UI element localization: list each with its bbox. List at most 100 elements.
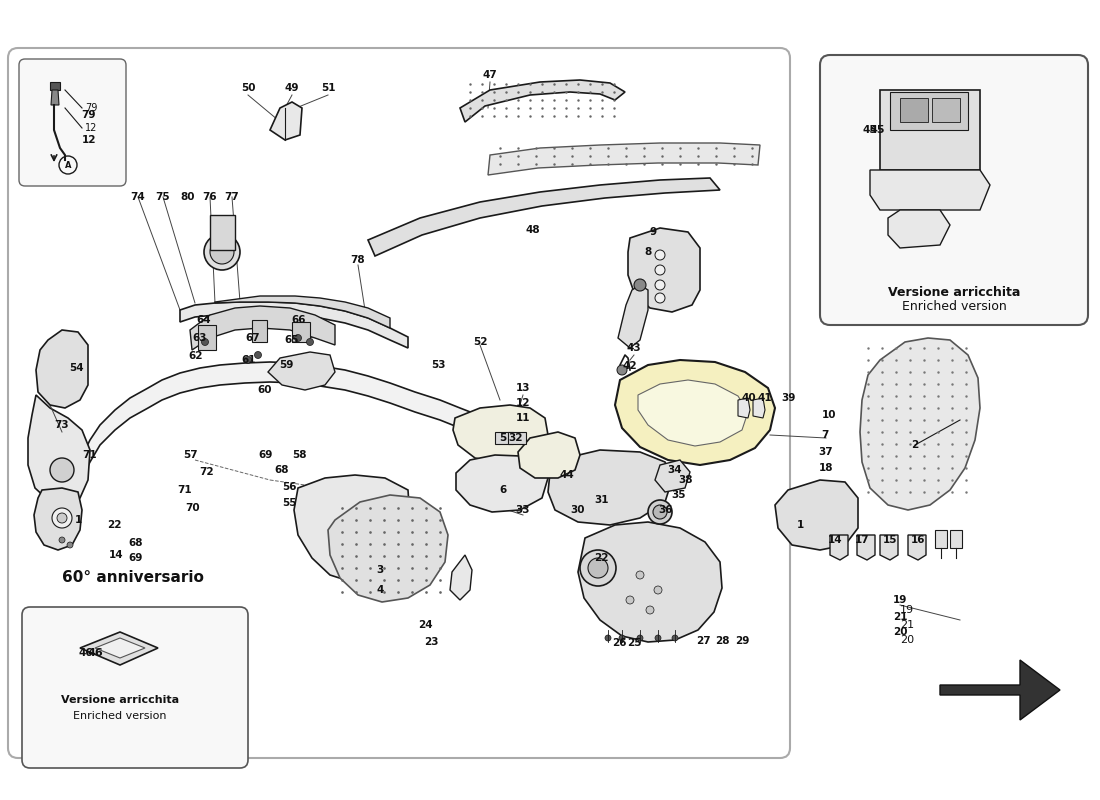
FancyBboxPatch shape [820, 55, 1088, 325]
Text: 17: 17 [855, 535, 869, 545]
Polygon shape [738, 398, 750, 418]
Text: 63: 63 [192, 333, 207, 343]
Text: 65: 65 [285, 335, 299, 345]
Bar [252, 320, 267, 342]
Text: 46: 46 [79, 648, 94, 658]
Text: 74: 74 [131, 192, 145, 202]
Text: 61: 61 [242, 355, 256, 365]
Circle shape [617, 365, 627, 375]
Text: 66: 66 [292, 315, 306, 325]
Polygon shape [180, 302, 408, 348]
Polygon shape [190, 306, 336, 350]
Text: 75: 75 [156, 192, 170, 202]
Polygon shape [268, 352, 336, 390]
Text: 77: 77 [224, 192, 240, 202]
Text: 14: 14 [109, 550, 123, 560]
Polygon shape [618, 285, 648, 348]
Circle shape [605, 635, 610, 641]
Text: 31: 31 [595, 495, 609, 505]
Text: Versione arricchita: Versione arricchita [888, 286, 1020, 298]
Circle shape [307, 338, 314, 346]
Text: 45: 45 [862, 125, 878, 135]
Text: 12: 12 [81, 135, 97, 145]
Circle shape [59, 537, 65, 543]
Polygon shape [80, 632, 158, 665]
Text: 67: 67 [245, 333, 261, 343]
Text: 35: 35 [672, 490, 686, 500]
Text: 49: 49 [285, 83, 299, 93]
Text: 13: 13 [516, 383, 530, 393]
Polygon shape [34, 488, 82, 550]
Text: 6: 6 [499, 485, 507, 495]
Text: 30: 30 [571, 505, 585, 515]
FancyBboxPatch shape [8, 48, 790, 758]
Polygon shape [270, 102, 302, 140]
Circle shape [654, 280, 666, 290]
Text: 14: 14 [827, 535, 843, 545]
Circle shape [654, 635, 661, 641]
Text: 64: 64 [197, 315, 211, 325]
Text: 53: 53 [431, 360, 446, 370]
Text: 71: 71 [178, 485, 192, 495]
Polygon shape [654, 460, 690, 492]
Text: 51: 51 [321, 83, 336, 93]
Text: 34: 34 [668, 465, 682, 475]
Text: 12: 12 [516, 398, 530, 408]
Circle shape [201, 338, 209, 346]
Text: 7: 7 [822, 430, 828, 440]
Polygon shape [860, 338, 980, 510]
Circle shape [295, 334, 301, 342]
Polygon shape [950, 530, 962, 548]
Circle shape [646, 606, 654, 614]
Text: 78: 78 [351, 255, 365, 265]
Text: 69: 69 [258, 450, 273, 460]
Circle shape [244, 357, 252, 363]
Polygon shape [518, 432, 580, 478]
Polygon shape [328, 495, 448, 602]
Text: 15: 15 [882, 535, 898, 545]
Text: 1: 1 [796, 520, 804, 530]
Polygon shape [628, 228, 700, 312]
Text: 41: 41 [758, 393, 772, 403]
Text: 2: 2 [912, 440, 918, 450]
Text: 22: 22 [594, 553, 608, 563]
Text: 23: 23 [424, 637, 438, 647]
Circle shape [626, 596, 634, 604]
Text: 5: 5 [499, 433, 507, 443]
Polygon shape [51, 90, 59, 105]
Text: 4: 4 [376, 585, 384, 595]
Bar [210, 215, 235, 250]
Text: 45: 45 [870, 125, 886, 135]
Circle shape [648, 500, 672, 524]
Text: 70: 70 [186, 503, 200, 513]
Text: 33: 33 [516, 505, 530, 515]
Text: 25: 25 [627, 638, 641, 648]
Text: 26: 26 [612, 638, 626, 648]
Text: 62: 62 [189, 351, 204, 361]
Text: 42: 42 [623, 361, 637, 371]
Text: 79: 79 [85, 103, 98, 113]
Circle shape [580, 550, 616, 586]
Circle shape [619, 635, 625, 641]
Text: passion for 19: passion for 19 [106, 281, 755, 679]
Text: 21: 21 [900, 620, 914, 630]
Circle shape [653, 505, 667, 519]
Text: 9: 9 [649, 227, 657, 237]
Circle shape [634, 279, 646, 291]
Text: 58: 58 [292, 450, 306, 460]
Bar [890, 92, 968, 130]
Circle shape [588, 558, 608, 578]
Text: 80: 80 [180, 192, 196, 202]
Polygon shape [460, 80, 625, 122]
Text: Versione arricchita: Versione arricchita [60, 695, 179, 705]
Text: 54: 54 [68, 363, 84, 373]
Circle shape [57, 513, 67, 523]
Text: 11: 11 [516, 413, 530, 423]
Circle shape [52, 508, 72, 528]
Text: 19: 19 [893, 595, 907, 605]
Text: 57: 57 [183, 450, 197, 460]
Text: Enriched version: Enriched version [74, 711, 167, 721]
Text: 50: 50 [241, 83, 255, 93]
Text: 22: 22 [107, 520, 121, 530]
Text: 37: 37 [818, 447, 834, 457]
